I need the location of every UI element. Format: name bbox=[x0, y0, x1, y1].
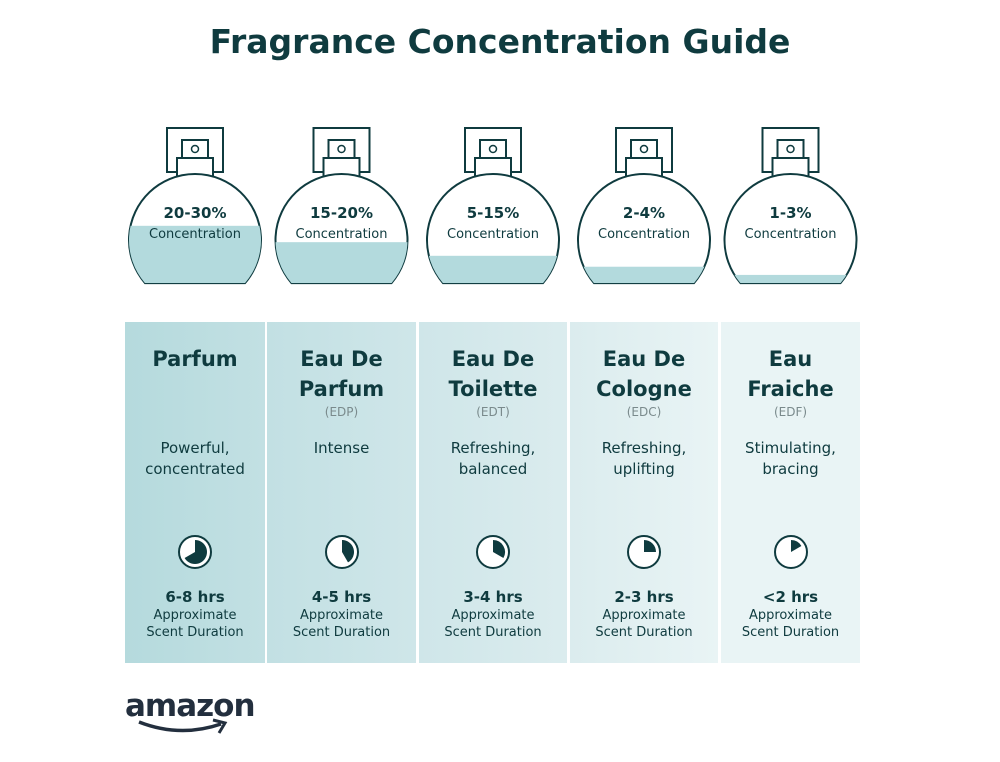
fragrance-abbr: (EDF) bbox=[773, 405, 808, 419]
duration-line: Scent Duration bbox=[595, 625, 693, 640]
desc-line: Intense bbox=[313, 439, 370, 457]
fragrance-name: Parfum bbox=[125, 344, 265, 374]
page-title: Fragrance Concentration Guide bbox=[209, 22, 791, 61]
concentration-label: Concentration bbox=[295, 227, 388, 242]
desc-line: Refreshing, bbox=[601, 439, 687, 457]
fragrance-abbr: (EDC) bbox=[626, 405, 662, 419]
clock-pie-icon bbox=[476, 535, 510, 569]
fragrance-column: 1-3% Concentration Eau Fraiche (EDF) Stim… bbox=[721, 0, 860, 762]
desc-line: Stimulating, bbox=[745, 439, 836, 457]
fragrance-name: Eau De Cologne bbox=[570, 344, 718, 404]
fragrance-description: Refreshing, uplifting bbox=[570, 438, 718, 480]
duration-label: Approximate Scent Duration bbox=[570, 607, 718, 641]
name-line: Eau bbox=[768, 347, 813, 371]
duration-line: Scent Duration bbox=[292, 625, 391, 640]
concentration-percent: 2-4% bbox=[622, 204, 666, 222]
perfume-bottle-icon bbox=[721, 126, 860, 306]
duration-label: Approximate Scent Duration bbox=[721, 607, 860, 641]
fragrance-description: Refreshing, balanced bbox=[419, 438, 567, 480]
name-line: Eau De bbox=[602, 347, 686, 371]
perfume-bottle-icon bbox=[419, 126, 567, 306]
concentration-percent: 20-30% bbox=[163, 204, 227, 222]
desc-line: uplifting bbox=[613, 460, 675, 478]
name-line: Parfum bbox=[152, 347, 238, 371]
fragrance-abbr: (EDT) bbox=[476, 405, 510, 419]
fragrance-abbr: (EDP) bbox=[324, 405, 359, 419]
smile-arrow-icon bbox=[138, 718, 228, 734]
duration-line: Scent Duration bbox=[741, 625, 840, 640]
fragrance-column: 5-15% Concentration Eau De Toilette (EDT)… bbox=[419, 0, 567, 762]
scent-duration: 2-3 hrs bbox=[614, 588, 674, 606]
duration-line: Approximate bbox=[748, 608, 833, 623]
duration-label: Approximate Scent Duration bbox=[125, 607, 265, 641]
scent-duration: 4-5 hrs bbox=[311, 588, 372, 606]
duration-label: Approximate Scent Duration bbox=[267, 607, 416, 641]
name-line: Eau De bbox=[451, 347, 535, 371]
concentration-label: Concentration bbox=[149, 227, 241, 242]
clock-pie-icon bbox=[178, 535, 212, 569]
duration-line: Approximate bbox=[451, 608, 535, 623]
fragrance-name: Eau De Parfum bbox=[267, 344, 416, 404]
info-panel bbox=[721, 322, 860, 663]
clock-pie-icon bbox=[627, 535, 661, 569]
duration-line: Approximate bbox=[299, 608, 384, 623]
concentration-label: Concentration bbox=[598, 227, 690, 242]
desc-line: Refreshing, bbox=[450, 439, 536, 457]
perfume-bottle-icon bbox=[267, 126, 416, 306]
name-line: Eau De bbox=[300, 347, 383, 371]
concentration-percent: 1-3% bbox=[769, 204, 812, 222]
clock-pie-icon bbox=[324, 535, 359, 569]
desc-line: bracing bbox=[762, 460, 819, 478]
fragrance-name: Eau De Toilette bbox=[419, 344, 567, 404]
scent-duration: 6-8 hrs bbox=[165, 588, 225, 606]
desc-line: Powerful, bbox=[160, 439, 230, 457]
concentration-percent: 15-20% bbox=[309, 204, 373, 222]
perfume-bottle-icon bbox=[125, 126, 265, 306]
info-panel bbox=[419, 322, 567, 663]
name-line: Toilette bbox=[448, 377, 538, 401]
perfume-bottle-icon bbox=[570, 126, 718, 306]
duration-line: Scent Duration bbox=[146, 625, 244, 640]
amazon-logo: amazon bbox=[125, 688, 256, 734]
name-line: Fraiche bbox=[747, 377, 834, 401]
fragrance-description: Intense bbox=[267, 438, 416, 459]
name-line: Parfum bbox=[298, 377, 385, 401]
info-panel bbox=[267, 322, 416, 663]
duration-line: Scent Duration bbox=[444, 625, 542, 640]
fragrance-description: Powerful, concentrated bbox=[125, 438, 265, 480]
clock-pie-icon bbox=[773, 535, 808, 569]
fragrance-column: 20-30% Concentration Parfum Powerful, con… bbox=[125, 0, 265, 762]
fragrance-description: Stimulating, bracing bbox=[721, 438, 860, 480]
fragrance-column: 15-20% Concentration Eau De Parfum (EDP) … bbox=[267, 0, 416, 762]
concentration-percent: 5-15% bbox=[466, 204, 520, 222]
scent-duration: <2 hrs bbox=[762, 588, 819, 606]
duration-line: Approximate bbox=[153, 608, 237, 623]
logo-text: amazon bbox=[125, 688, 256, 724]
duration-line: Approximate bbox=[602, 608, 686, 623]
concentration-label: Concentration bbox=[744, 227, 837, 242]
desc-line: balanced bbox=[458, 460, 528, 478]
name-line: Cologne bbox=[596, 377, 692, 401]
fragrance-name: Eau Fraiche bbox=[721, 344, 860, 404]
concentration-label: Concentration bbox=[447, 227, 539, 242]
duration-label: Approximate Scent Duration bbox=[419, 607, 567, 641]
scent-duration: 3-4 hrs bbox=[463, 588, 523, 606]
info-panel bbox=[125, 322, 265, 663]
info-panel bbox=[570, 322, 718, 663]
desc-line: concentrated bbox=[145, 460, 245, 478]
fragrance-column: 2-4% Concentration Eau De Cologne (EDC) R… bbox=[570, 0, 718, 762]
